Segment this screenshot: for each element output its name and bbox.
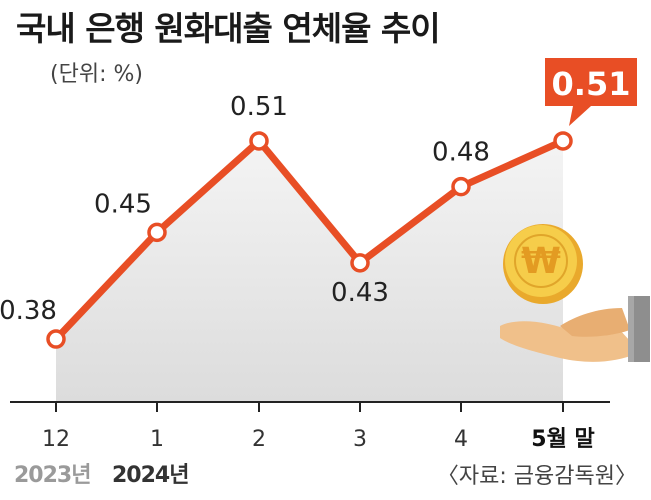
- data-point: [147, 222, 167, 243]
- data-label: 0.48: [432, 138, 490, 168]
- data-point: [249, 131, 269, 151]
- year-2024-label: 2024년: [112, 463, 189, 488]
- chart-title: 국내 은행 원화대출 연체율 추이: [16, 9, 441, 48]
- highlight-callout: [545, 58, 637, 126]
- series-line: [52, 137, 567, 343]
- x-tick-label: 3: [353, 427, 367, 452]
- data-point: [46, 329, 66, 349]
- x-tick-label: 12: [42, 427, 70, 452]
- x-tick-label: 2: [252, 427, 266, 452]
- source-note: 〈자료: 금융감독원〉: [436, 464, 637, 489]
- data-label: 0.43: [331, 278, 389, 308]
- x-tick-label: 1: [150, 427, 164, 452]
- year-2023-label: 2023년: [14, 463, 91, 488]
- data-label: 0.51: [552, 65, 631, 103]
- data-point: [553, 131, 573, 151]
- data-label: 0.45: [94, 189, 152, 219]
- data-label: 0.51: [230, 92, 288, 122]
- open-hand-icon: [500, 296, 650, 362]
- data-label: 0.38: [0, 296, 57, 326]
- money-hand-illustration: ₩: [500, 224, 650, 362]
- data-point: [350, 253, 370, 273]
- unit-label: (단위: %): [50, 62, 143, 87]
- data-point: [451, 176, 471, 197]
- x-tick-label: 4: [454, 427, 468, 452]
- won-coin-icon: ₩: [503, 224, 583, 304]
- svg-text:₩: ₩: [521, 241, 561, 282]
- area-fill: [56, 140, 563, 402]
- x-tick-label: 5월 말: [531, 427, 594, 452]
